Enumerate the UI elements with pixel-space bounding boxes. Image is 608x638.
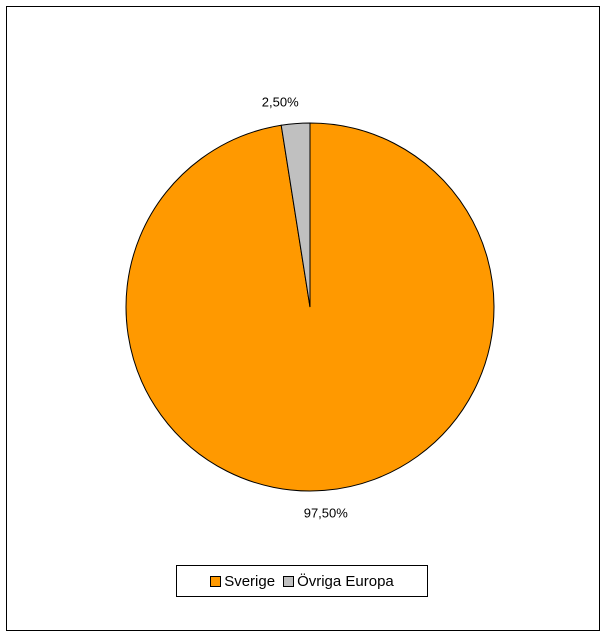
legend-swatch-ovriga-europa: [283, 575, 295, 587]
data-label-ovriga-europa: 2,50%: [262, 95, 299, 110]
data-label-sverige: 97,50%: [304, 505, 349, 520]
legend: Sverige Övriga Europa: [176, 565, 428, 597]
legend-label-ovriga-europa: Övriga Europa: [297, 572, 394, 590]
legend-entry-ovriga-europa: Övriga Europa: [283, 573, 394, 590]
legend-entry-sverige: Sverige: [210, 573, 275, 590]
legend-swatch-sverige: [210, 575, 222, 587]
pie-slice-ovriga-europa: [280, 122, 311, 308]
legend-label-sverige: Sverige: [224, 572, 276, 590]
